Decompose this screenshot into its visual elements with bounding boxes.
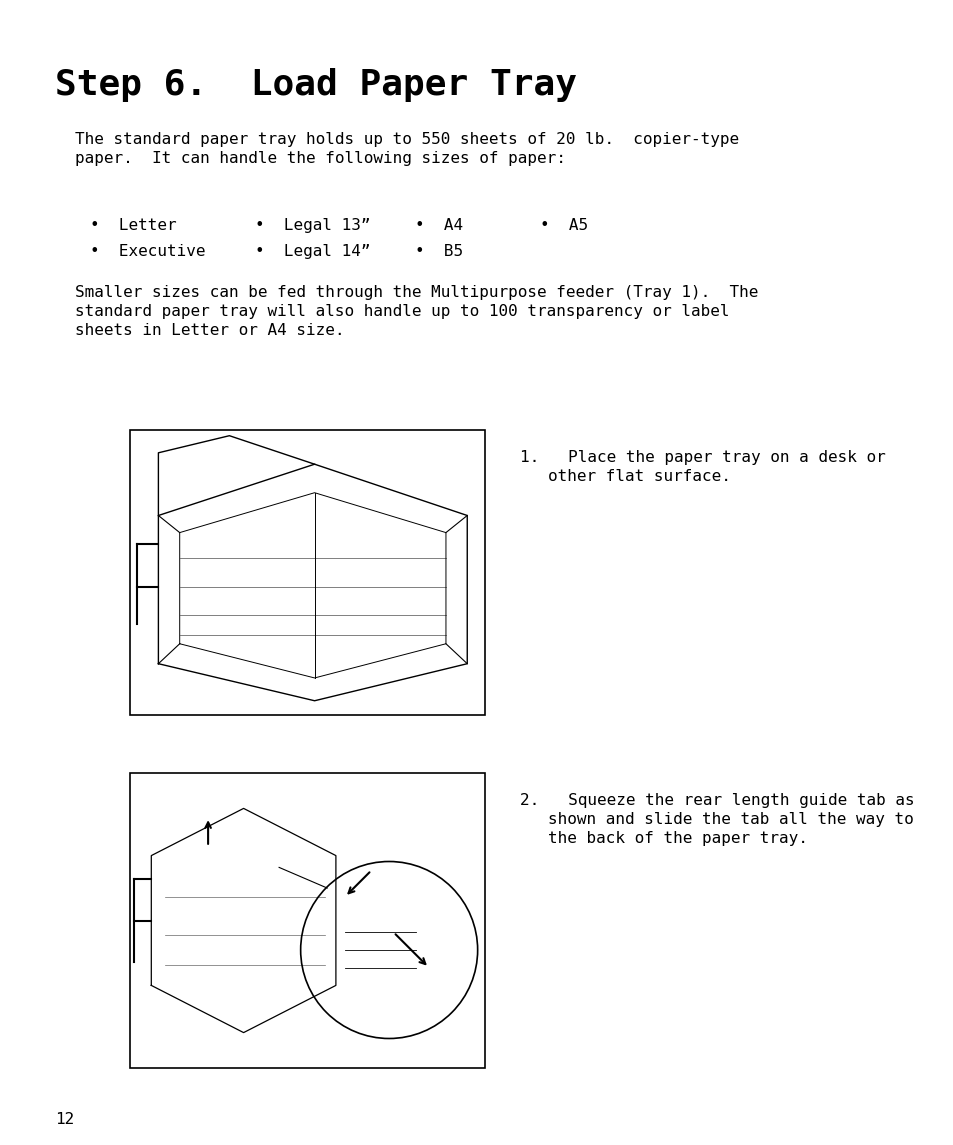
Bar xyxy=(130,431,484,714)
Text: Step 6.  Load Paper Tray: Step 6. Load Paper Tray xyxy=(55,68,577,102)
Text: 12: 12 xyxy=(55,1112,74,1127)
Text: •  A4: • A4 xyxy=(415,218,462,232)
Text: sheets in Letter or A4 size.: sheets in Letter or A4 size. xyxy=(75,323,344,338)
Text: other flat surface.: other flat surface. xyxy=(547,469,730,484)
Text: •  B5: • B5 xyxy=(415,244,462,259)
Text: the back of the paper tray.: the back of the paper tray. xyxy=(547,831,807,846)
Text: paper.  It can handle the following sizes of paper:: paper. It can handle the following sizes… xyxy=(75,151,565,166)
Bar xyxy=(130,773,484,1068)
Text: shown and slide the tab all the way to: shown and slide the tab all the way to xyxy=(547,812,913,827)
Text: •  Executive: • Executive xyxy=(90,244,205,259)
Text: •  A5: • A5 xyxy=(539,218,587,232)
Text: 2.   Squeeze the rear length guide tab as: 2. Squeeze the rear length guide tab as xyxy=(519,793,914,808)
Text: 1.   Place the paper tray on a desk or: 1. Place the paper tray on a desk or xyxy=(519,450,884,465)
Text: Smaller sizes can be fed through the Multipurpose feeder (Tray 1).  The: Smaller sizes can be fed through the Mul… xyxy=(75,285,758,300)
Text: The standard paper tray holds up to 550 sheets of 20 lb.  copier-type: The standard paper tray holds up to 550 … xyxy=(75,132,739,147)
Text: •  Legal 14”: • Legal 14” xyxy=(254,244,370,259)
Text: standard paper tray will also handle up to 100 transparency or label: standard paper tray will also handle up … xyxy=(75,305,729,319)
Text: •  Letter: • Letter xyxy=(90,218,176,232)
Text: •  Legal 13”: • Legal 13” xyxy=(254,218,370,232)
